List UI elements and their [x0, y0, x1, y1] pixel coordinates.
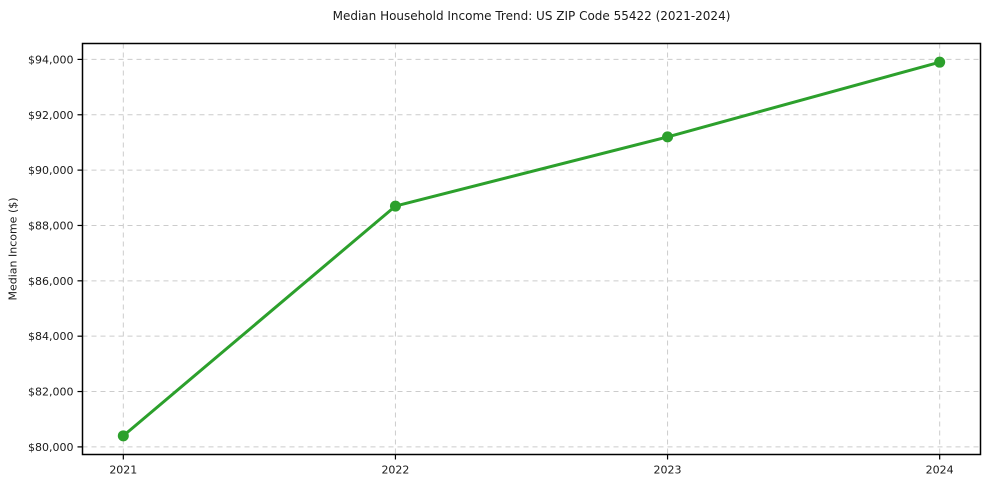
y-tick-label: $92,000 [28, 109, 74, 122]
trend-line [121, 60, 942, 438]
y-tick-label: $94,000 [28, 53, 74, 66]
data-point [662, 131, 674, 143]
x-tick-label: 2021 [109, 464, 137, 477]
chart-title: Median Household Income Trend: US ZIP Co… [332, 9, 731, 23]
y-tick-label: $82,000 [28, 386, 74, 399]
x-tick-label: 2024 [926, 464, 954, 477]
data-point [389, 200, 401, 212]
y-tick-label: $88,000 [28, 219, 74, 232]
x-tick-label: 2022 [381, 464, 409, 477]
y-tick-label: $80,000 [28, 441, 74, 454]
y-tick-label: $86,000 [28, 275, 74, 288]
data-point [117, 430, 129, 442]
data-point [934, 56, 946, 68]
y-tick-label: $84,000 [28, 330, 74, 343]
y-tick-label: $90,000 [28, 164, 74, 177]
x-tick-label: 2023 [654, 464, 682, 477]
plot-border [81, 42, 982, 456]
